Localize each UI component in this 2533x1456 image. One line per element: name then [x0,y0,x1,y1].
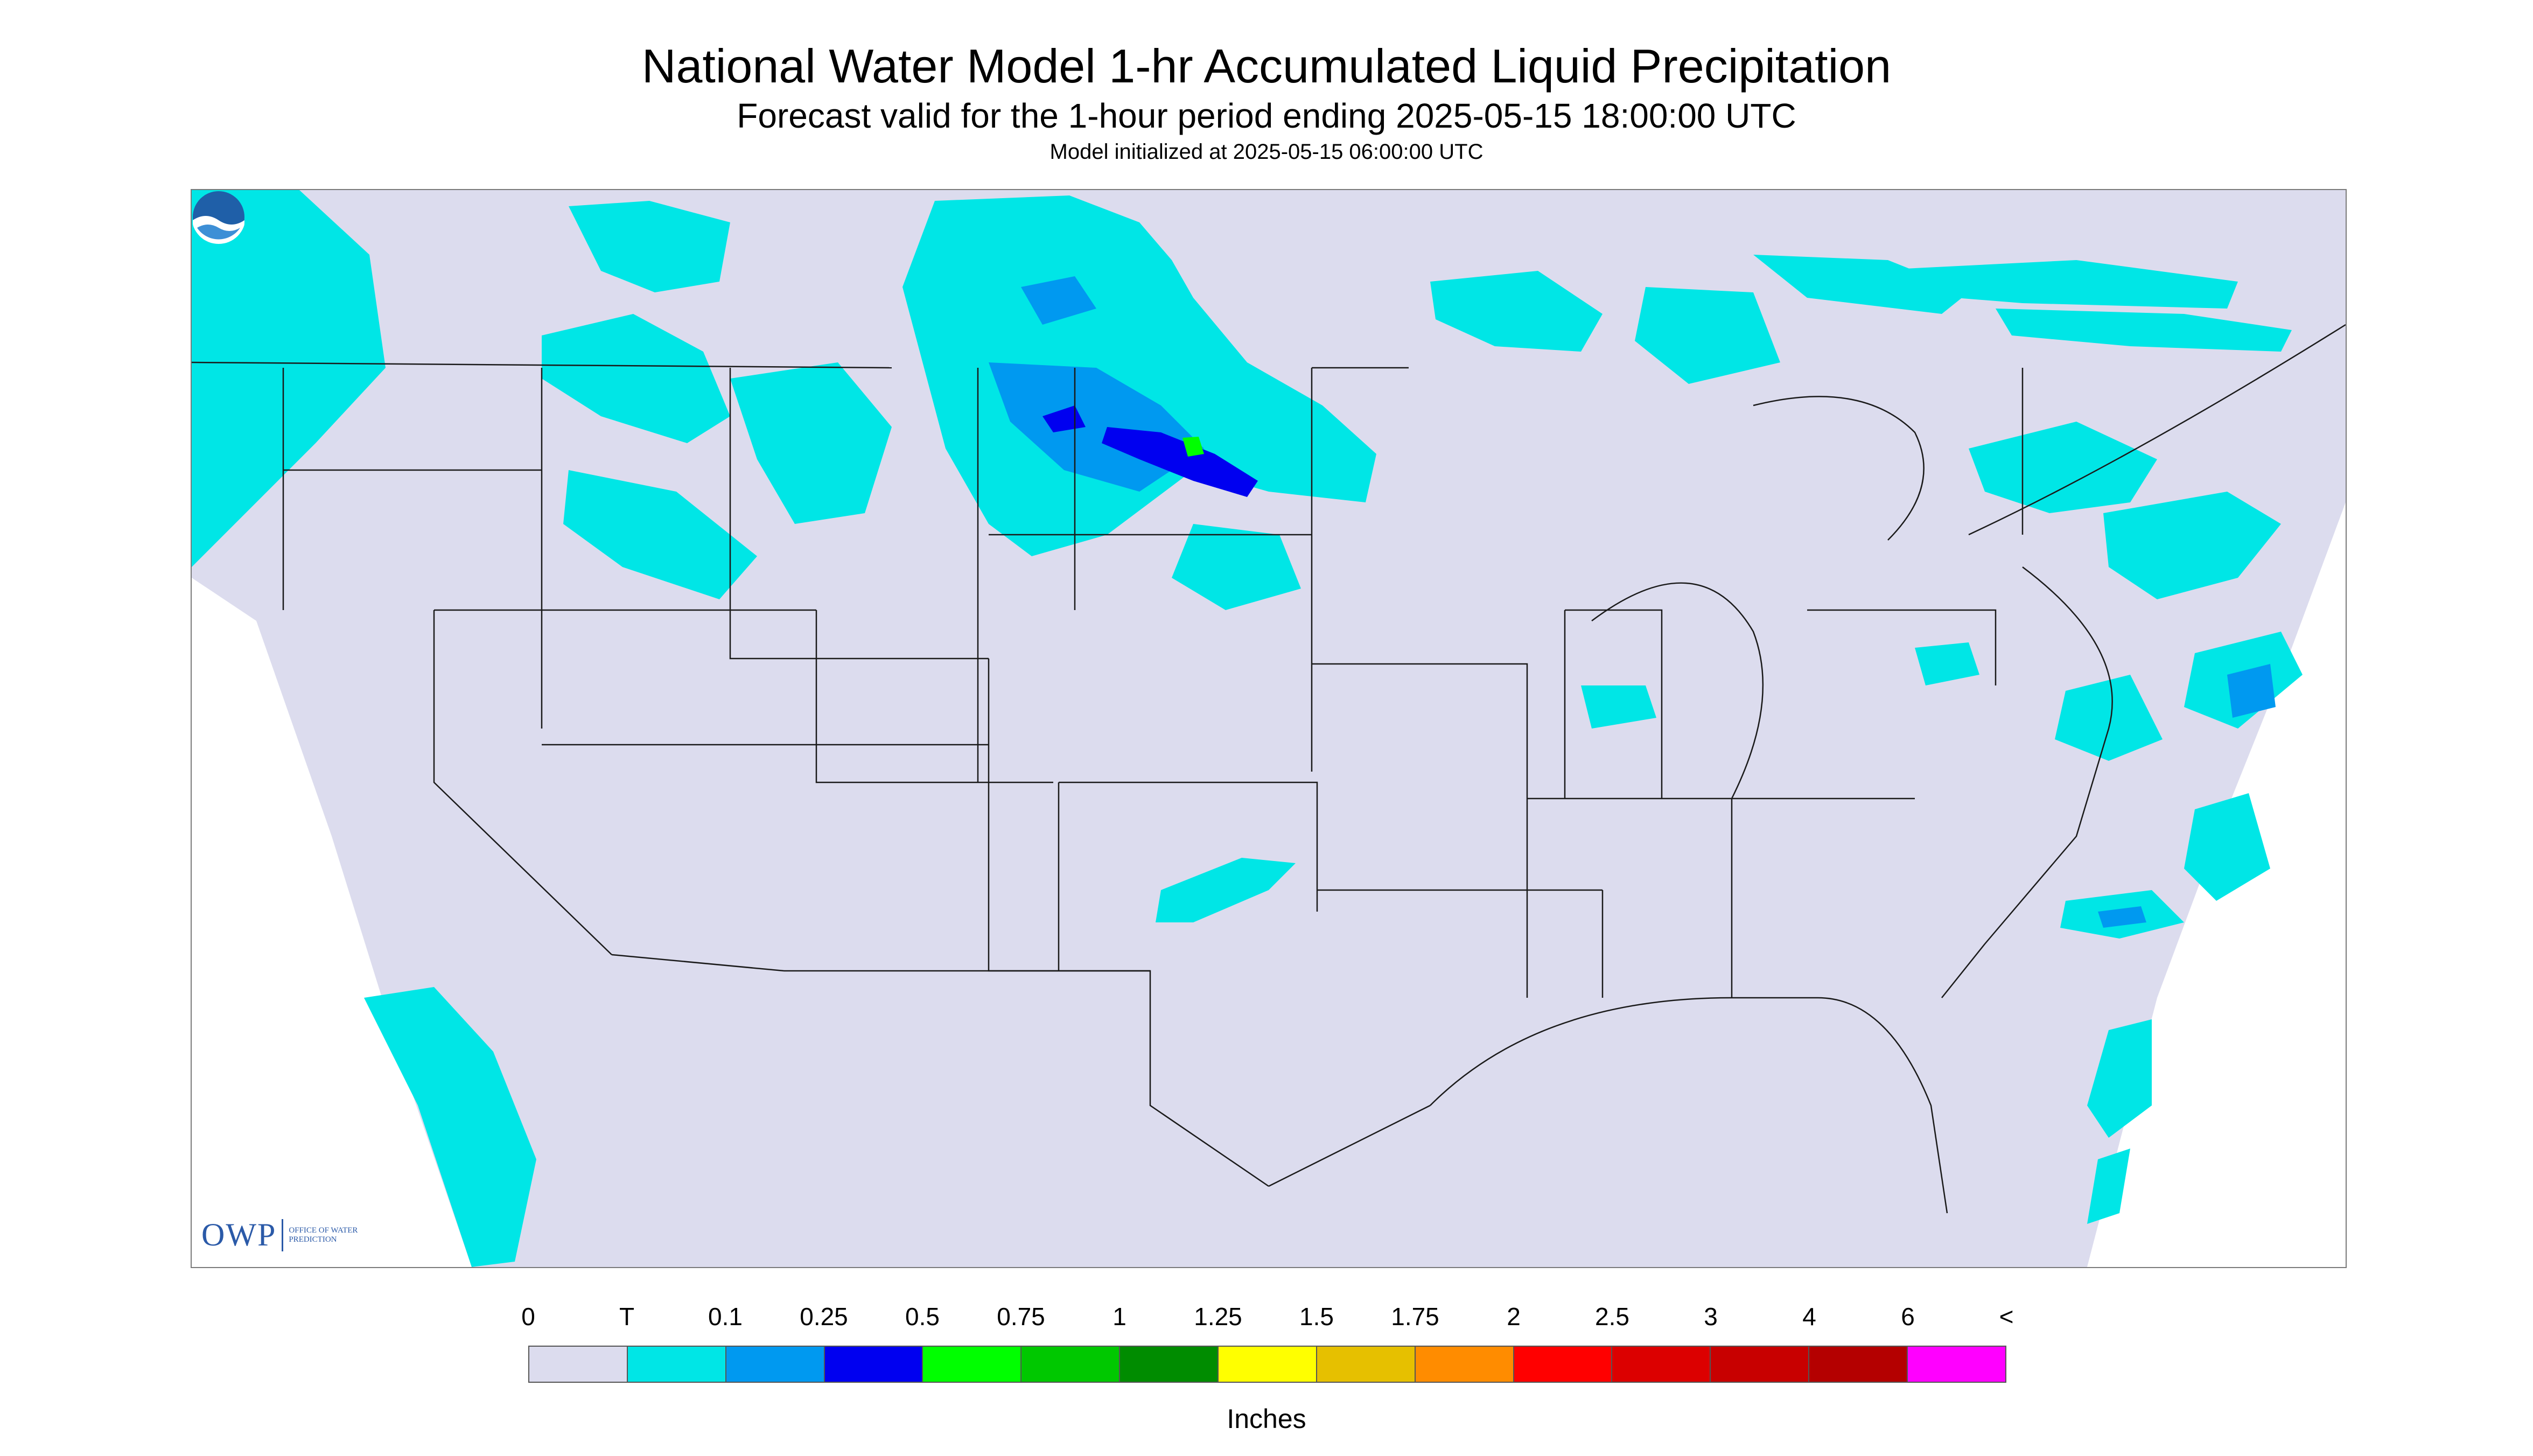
owp-logo: OWP OFFICE OF WATER PREDICTION [201,1216,364,1254]
legend-tick: 1.25 [1194,1303,1242,1331]
legend-tick: 4 [1802,1303,1816,1331]
legend-tick: 1 [1112,1303,1126,1331]
legend-swatch-6 [1120,1347,1219,1382]
precip-trace [192,190,2303,1267]
legend-tick: 1.75 [1391,1303,1439,1331]
map-subtitle: Forecast valid for the 1-hour period end… [737,96,1796,135]
legend-swatch-4 [923,1347,1022,1382]
legend-tick: 3 [1704,1303,1718,1331]
legend-tick: 0.75 [997,1303,1045,1331]
legend-swatch-9 [1415,1347,1514,1382]
legend-tick: 0.25 [800,1303,848,1331]
legend-tick: < [1999,1303,2014,1331]
model-init-text: Model initialized at 2025-05-15 06:00:00… [1049,140,1484,164]
legend-tick: 2.5 [1595,1303,1629,1331]
legend-units-label: Inches [1227,1404,1306,1434]
legend-swatch-0 [529,1347,628,1382]
precip-0-5 [1182,437,1204,457]
legend-swatch-5 [1021,1347,1121,1382]
owp-logo-divider [282,1219,284,1251]
legend-tick: 1.5 [1299,1303,1334,1331]
legend-tick: T [619,1303,635,1331]
legend-tick: 0.5 [905,1303,940,1331]
map-canvas [192,190,2346,1267]
legend-swatch-12 [1711,1347,1810,1382]
legend-swatch-3 [824,1347,923,1382]
legend-swatch-10 [1514,1347,1613,1382]
legend-swatch-11 [1612,1347,1711,1382]
legend-tick: 2 [1507,1303,1521,1331]
noaa-logo-icon [193,191,244,244]
legend-tick: 0 [521,1303,535,1331]
legend-swatch-7 [1219,1347,1317,1382]
precipitation-map: OWP OFFICE OF WATER PREDICTION [191,189,2347,1268]
legend-swatch-8 [1317,1347,1416,1382]
legend-swatch-14 [1908,1347,2005,1382]
owp-logo-text: OWP [201,1217,277,1252]
map-title: National Water Model 1-hr Accumulated Li… [641,39,1892,93]
boundaries [192,324,2346,1214]
legend-swatch-1 [627,1347,726,1382]
owp-logo-subtext: OFFICE OF WATER PREDICTION [289,1226,358,1244]
legend-tick: 6 [1901,1303,1915,1331]
legend-swatch-13 [1809,1347,1908,1382]
legend-tick: 0.1 [708,1303,743,1331]
precip-color-legend [528,1346,2006,1383]
legend-swatch-2 [726,1347,825,1382]
